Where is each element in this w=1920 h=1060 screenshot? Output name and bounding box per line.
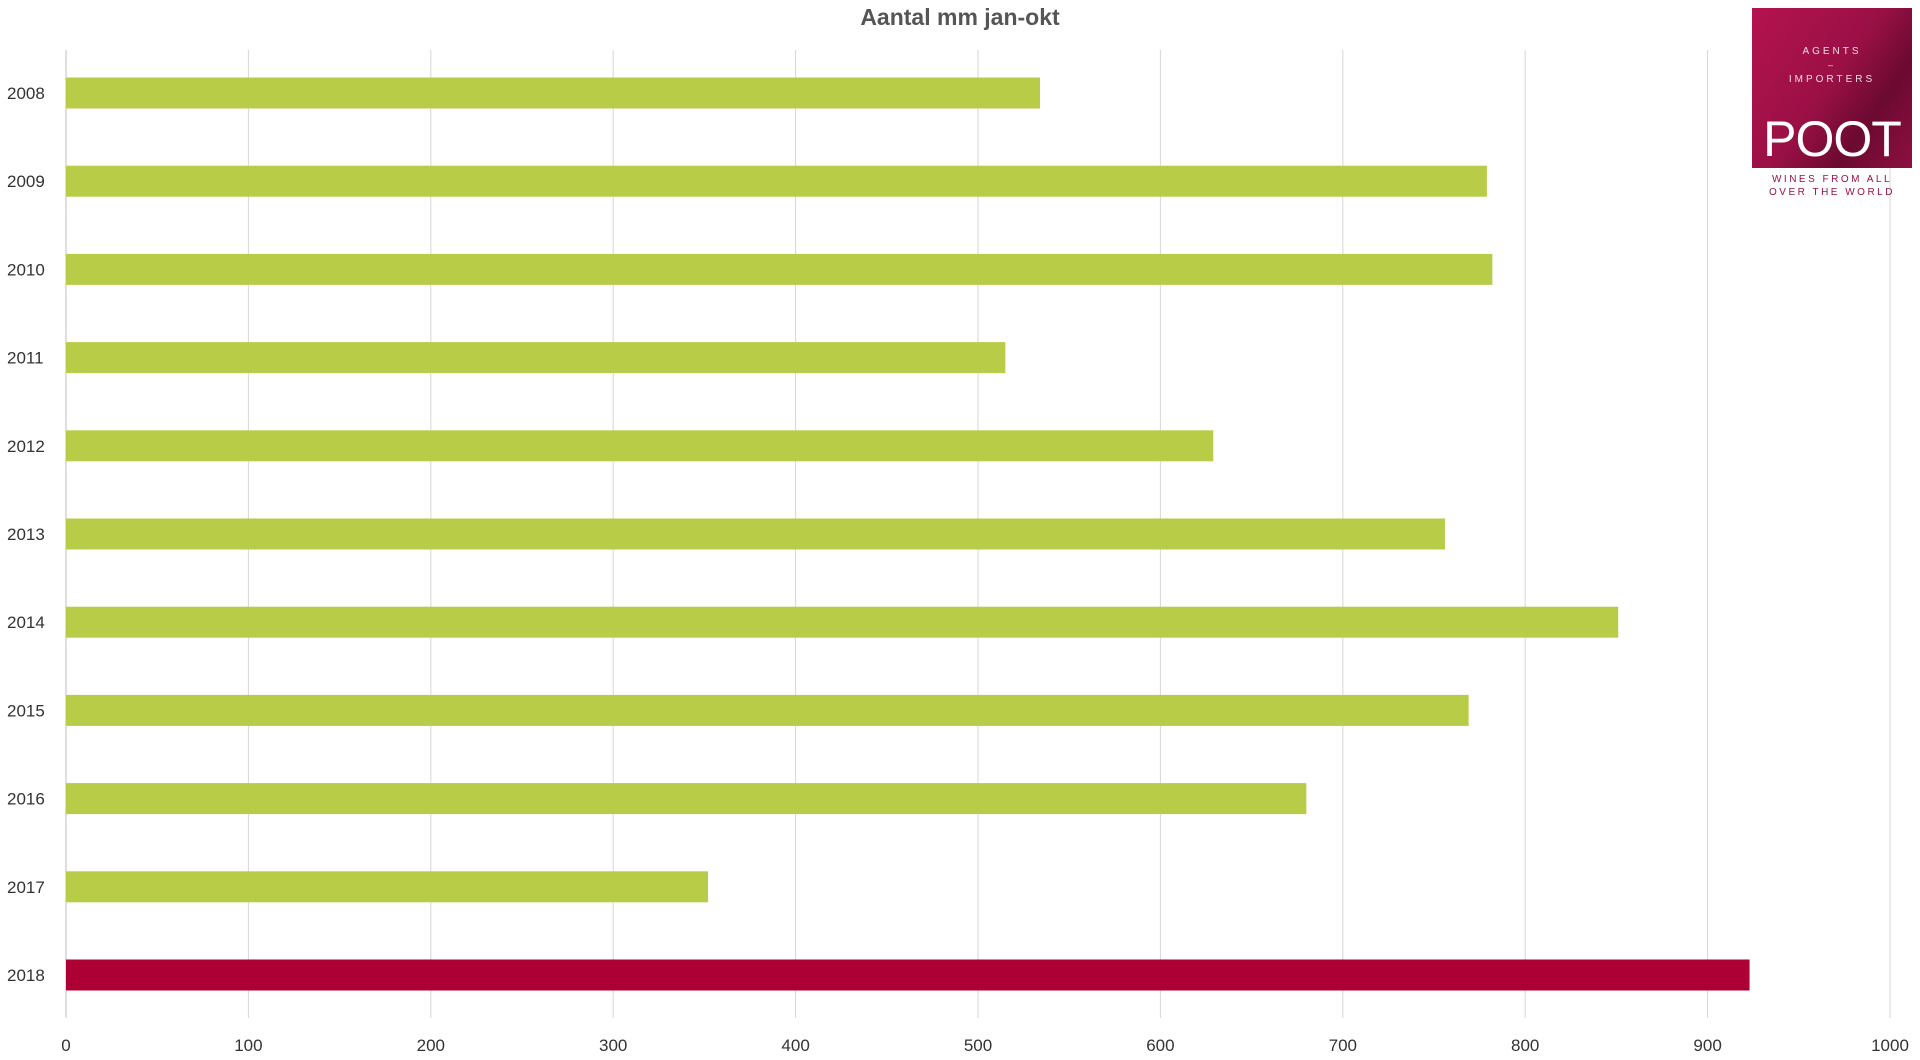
bar-2016	[66, 783, 1307, 815]
bar-2010	[66, 253, 1493, 285]
bars	[66, 77, 1750, 991]
x-tick-label-300: 300	[599, 1036, 627, 1055]
category-labels: 2008 2009 2010 2011 2012 2013 2014 2015 2016 2017…	[7, 84, 45, 985]
bar-2018	[66, 959, 1750, 991]
x-tick-label-200: 200	[417, 1036, 445, 1055]
x-tick-label-600: 600	[1146, 1036, 1174, 1055]
bar-2015	[66, 694, 1469, 726]
logo-tagline-line2: OVER THE WORLD	[1769, 187, 1895, 198]
logo-tagline-line1: WINES FROM ALL	[1771, 174, 1892, 185]
x-tick-label-0: 0	[61, 1036, 70, 1055]
category-label-2011: 2011	[7, 349, 44, 368]
x-tick-label-400: 400	[781, 1036, 809, 1055]
bar-2008	[66, 77, 1041, 109]
x-tick-label-800: 800	[1511, 1036, 1539, 1055]
category-label-2009: 2009	[7, 172, 45, 191]
bar-2013	[66, 518, 1445, 550]
category-label-2013: 2013	[7, 525, 45, 544]
logo-importers-text: IMPORTERS	[1788, 74, 1876, 85]
poot-logo: AGENTS – IMPORTERS POOT	[1752, 8, 1912, 168]
logo-dash-text: –	[1827, 60, 1836, 70]
bar-2011	[66, 342, 1006, 374]
category-label-2017: 2017	[7, 878, 45, 897]
logo-tagline: WINES FROM ALL OVER THE WORLD	[1752, 173, 1912, 199]
category-label-2010: 2010	[7, 260, 45, 279]
x-tick-label-500: 500	[964, 1036, 992, 1055]
x-tick-labels: 0 100 200 300 400 500 600 700 800 900 1000	[61, 1036, 1909, 1055]
bar-2012	[66, 430, 1214, 462]
x-tick-label-1000: 1000	[1871, 1036, 1909, 1055]
x-tick-label-100: 100	[234, 1036, 262, 1055]
category-label-2016: 2016	[7, 790, 45, 809]
category-label-2014: 2014	[7, 613, 45, 632]
x-tick-label-900: 900	[1693, 1036, 1721, 1055]
category-label-2015: 2015	[7, 701, 45, 720]
chart-title: Aantal mm jan-okt	[860, 4, 1060, 30]
bar-2009	[66, 165, 1487, 197]
logo-agents-text: AGENTS	[1802, 46, 1862, 57]
logo-brand-text: POOT	[1763, 111, 1902, 167]
category-label-2012: 2012	[7, 437, 45, 456]
category-label-2018: 2018	[7, 966, 45, 985]
x-tick-label-700: 700	[1329, 1036, 1357, 1055]
bar-2014	[66, 606, 1619, 638]
category-label-2008: 2008	[7, 84, 45, 103]
bar-2017	[66, 871, 709, 903]
